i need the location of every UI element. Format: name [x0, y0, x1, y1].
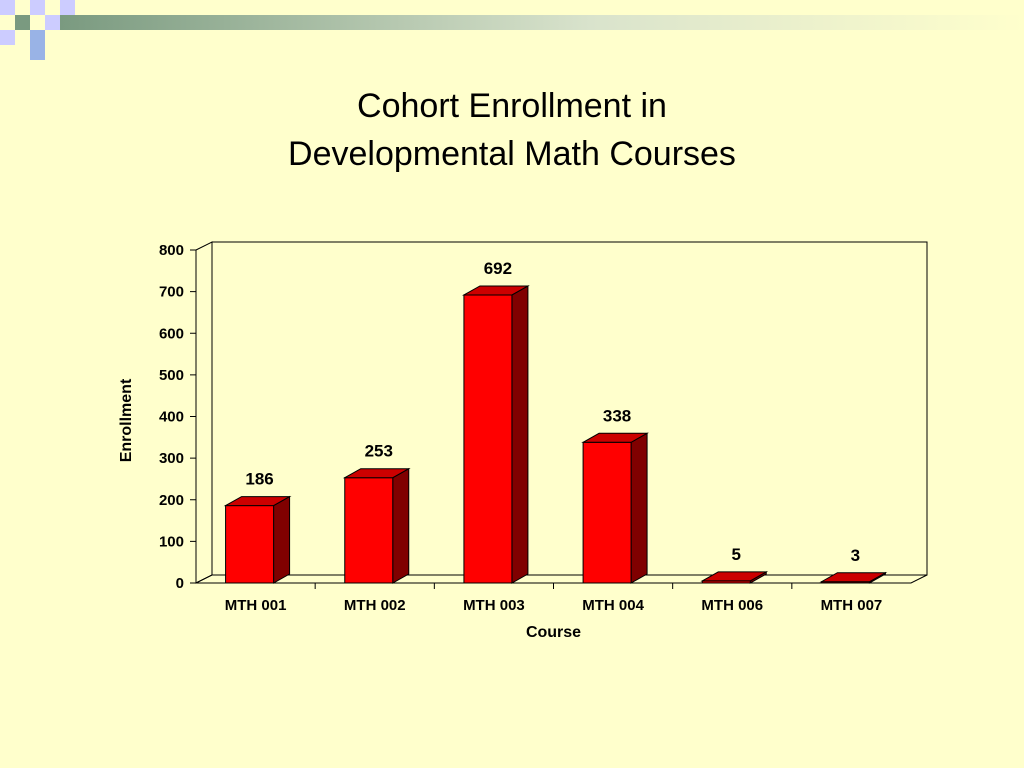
- y-tick-label: 100: [159, 533, 184, 550]
- bar-top: [819, 572, 888, 583]
- y-tick-label: 700: [159, 284, 184, 301]
- y-tick-label: 0: [176, 575, 184, 592]
- y-axis-title: Enrollment: [118, 378, 135, 462]
- bar: [582, 441, 632, 584]
- x-tick-label: MTH 002: [344, 597, 406, 614]
- bar-top: [342, 468, 411, 479]
- chart-title-line: Developmental Math Courses: [288, 135, 736, 173]
- bar: [225, 505, 275, 584]
- deco-square: [30, 0, 45, 15]
- y-tick-label: 500: [159, 367, 184, 384]
- bar-top: [462, 285, 530, 296]
- slide-decoration: [0, 0, 1024, 60]
- data-label: 186: [245, 470, 273, 489]
- deco-square: [0, 30, 15, 45]
- bar-top: [700, 571, 769, 582]
- bar-side: [273, 495, 291, 584]
- deco-square: [15, 15, 30, 30]
- deco-square: [60, 0, 75, 15]
- header-band: [60, 15, 1024, 30]
- bar-side: [392, 467, 410, 584]
- data-label: 5: [732, 545, 741, 564]
- data-label: 253: [365, 442, 393, 461]
- data-label: 338: [603, 406, 631, 425]
- y-tick-label: 300: [159, 450, 184, 467]
- x-axis-title: Course: [526, 624, 581, 641]
- bar-side: [511, 285, 529, 584]
- deco-square: [30, 45, 45, 60]
- deco-square: [0, 0, 15, 15]
- bar: [344, 477, 394, 584]
- bar-top: [581, 432, 649, 443]
- data-label: 3: [851, 546, 860, 565]
- chart-title: Cohort Enrollment in Developmental Math …: [0, 82, 1024, 178]
- x-tick-label: MTH 006: [701, 597, 763, 614]
- deco-square: [30, 30, 45, 45]
- y-tick-label: 200: [159, 492, 184, 509]
- bar-top: [223, 496, 292, 507]
- deco-square: [45, 15, 60, 30]
- plot-back-wall: [211, 241, 928, 576]
- data-label: 692: [484, 259, 512, 278]
- x-tick-label: MTH 003: [463, 597, 525, 614]
- bar: [463, 294, 513, 584]
- x-tick-label: MTH 004: [582, 597, 644, 614]
- y-tick-label: 800: [159, 242, 184, 259]
- x-tick-label: MTH 007: [821, 597, 883, 614]
- bar-side: [630, 432, 648, 584]
- plot-floor: [195, 574, 928, 584]
- plot-side-wall: [195, 241, 213, 584]
- x-tick-label: MTH 001: [225, 597, 287, 614]
- chart-title-line: Cohort Enrollment in: [357, 87, 667, 125]
- y-tick-label: 600: [159, 325, 184, 342]
- y-tick-label: 400: [159, 409, 184, 426]
